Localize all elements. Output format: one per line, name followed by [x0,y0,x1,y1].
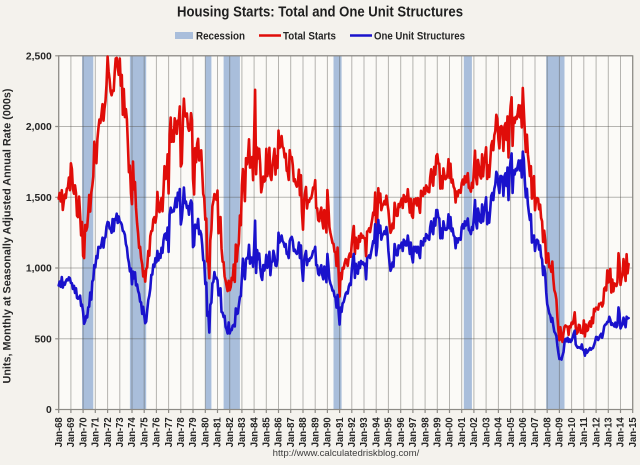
svg-text:Jan-97: Jan-97 [408,417,419,447]
svg-text:Jan-94: Jan-94 [371,417,382,447]
svg-text:Jan-81: Jan-81 [213,417,224,447]
svg-text:Jan-68: Jan-68 [54,417,65,447]
svg-text:Jan-78: Jan-78 [176,417,187,447]
svg-text:Jan-04: Jan-04 [494,417,505,447]
svg-text:2,500: 2,500 [26,51,52,62]
svg-text:Recession: Recession [196,31,245,43]
svg-text:Jan-10: Jan-10 [567,417,578,447]
svg-text:Jan-14: Jan-14 [616,417,627,447]
svg-text:Jan-71: Jan-71 [91,417,102,447]
svg-text:Jan-90: Jan-90 [323,417,334,447]
svg-text:Jan-69: Jan-69 [66,417,77,447]
svg-text:Jan-86: Jan-86 [274,417,285,447]
svg-text:Jan-93: Jan-93 [359,417,370,447]
svg-text:Jan-99: Jan-99 [433,417,444,447]
svg-text:Jan-96: Jan-96 [396,417,407,447]
svg-text:Jan-92: Jan-92 [347,417,358,447]
svg-text:Jan-77: Jan-77 [164,417,175,447]
svg-text:Jan-85: Jan-85 [262,417,273,447]
svg-text:Jan-79: Jan-79 [188,417,199,447]
svg-text:Jan-11: Jan-11 [579,417,590,447]
svg-text:Jan-70: Jan-70 [78,417,89,447]
svg-text:Jan-87: Jan-87 [286,417,297,447]
svg-text:2,000: 2,000 [26,122,52,133]
svg-text:Jan-75: Jan-75 [139,417,150,447]
svg-text:Jan-84: Jan-84 [249,417,260,447]
svg-text:Jan-88: Jan-88 [298,417,309,447]
svg-text:Jan-12: Jan-12 [591,417,602,447]
svg-text:500: 500 [35,334,52,345]
svg-text:Jan-08: Jan-08 [542,417,553,447]
svg-text:Jan-95: Jan-95 [384,417,395,447]
svg-text:Jan-91: Jan-91 [335,417,346,447]
svg-text:Jan-13: Jan-13 [604,417,615,447]
svg-text:Jan-80: Jan-80 [201,417,212,447]
svg-text:Jan-06: Jan-06 [518,417,529,447]
svg-text:Jan-73: Jan-73 [115,417,126,447]
svg-text:Jan-98: Jan-98 [420,417,431,447]
svg-text:1,000: 1,000 [26,264,52,275]
svg-text:0: 0 [46,405,52,416]
svg-text:1,500: 1,500 [26,193,52,204]
svg-text:Total Starts: Total Starts [283,31,336,43]
svg-text:Jan-74: Jan-74 [127,417,138,447]
svg-text:One Unit Structures: One Unit Structures [374,31,465,43]
svg-text:Jan-83: Jan-83 [237,417,248,447]
svg-text:Jan-00: Jan-00 [445,417,456,447]
svg-text:Jan-07: Jan-07 [530,417,541,447]
svg-text:Jan-72: Jan-72 [103,417,114,447]
svg-text:Jan-02: Jan-02 [469,417,480,447]
svg-text:Jan-05: Jan-05 [506,417,517,447]
svg-text:Units, Monthly at Seasonally A: Units, Monthly at Seasonally Adjusted An… [2,88,14,383]
svg-text:http://www.calculatedriskblog.: http://www.calculatedriskblog.com/ [273,448,420,459]
svg-text:Jan-01: Jan-01 [457,417,468,447]
svg-text:Jan-82: Jan-82 [225,417,236,447]
svg-text:Housing Starts: Total and One: Housing Starts: Total and One Unit Struc… [177,5,463,21]
svg-text:Jan-03: Jan-03 [481,417,492,447]
svg-text:Jan-89: Jan-89 [310,417,321,447]
svg-text:Jan-15: Jan-15 [628,417,639,447]
svg-text:Jan-09: Jan-09 [555,417,566,447]
svg-text:Jan-76: Jan-76 [152,417,163,447]
